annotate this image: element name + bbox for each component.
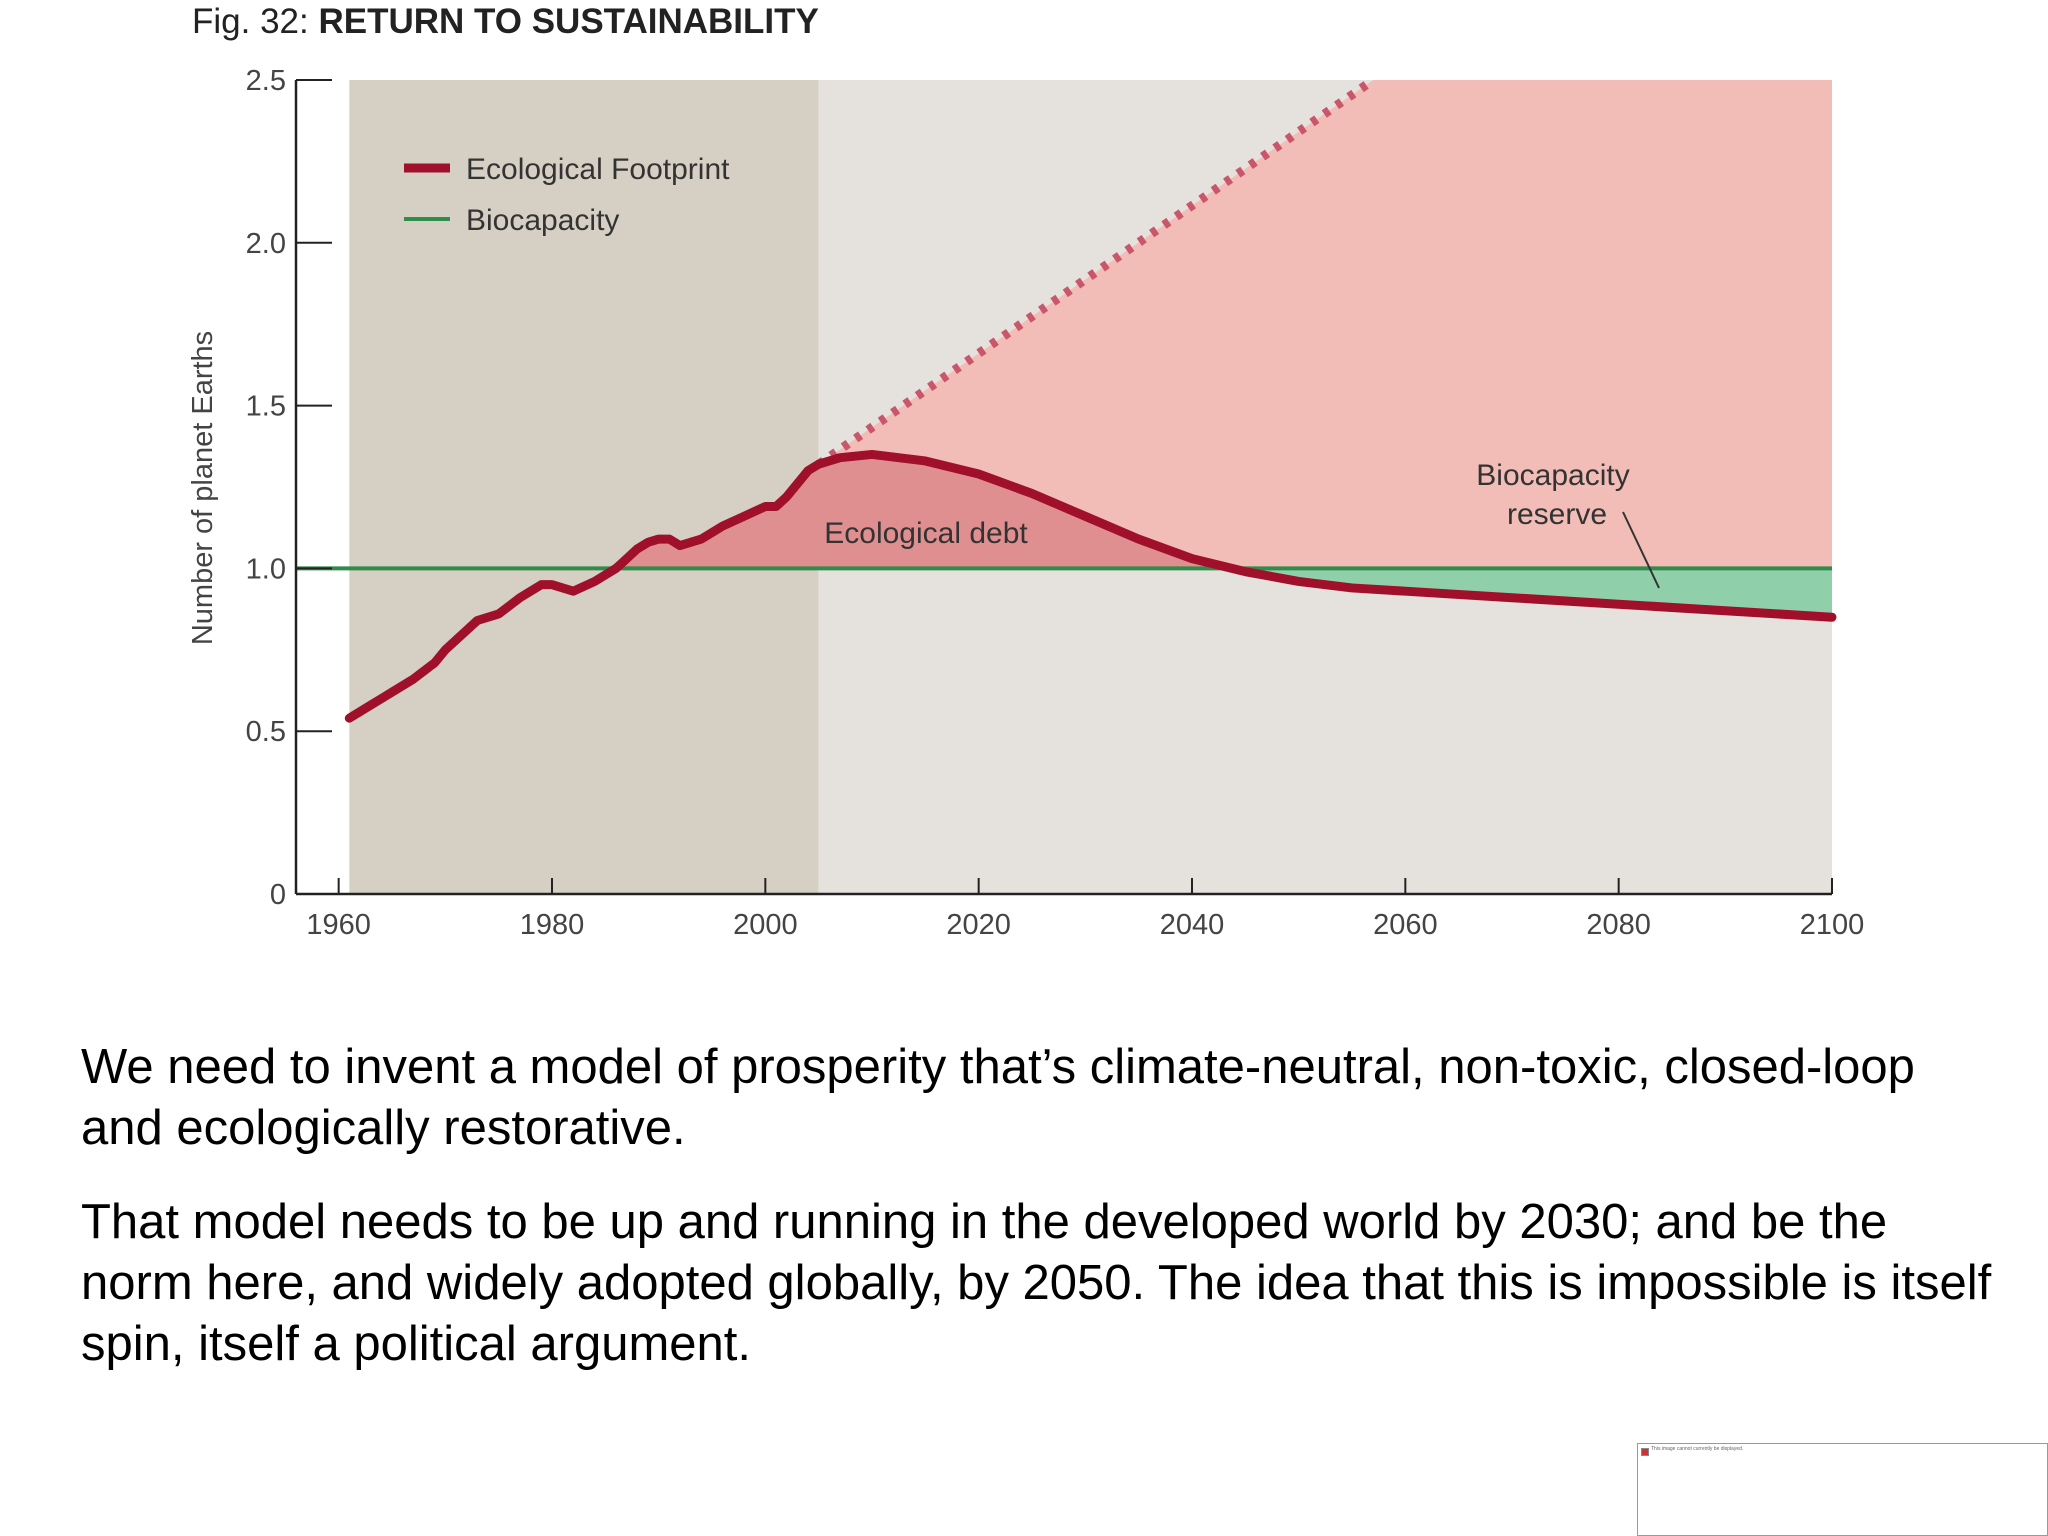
figure-title: Fig. 32: RETURN TO SUSTAINABILITY (192, 2, 819, 42)
x-tick-label: 1960 (306, 909, 371, 941)
legend-label-biocapacity: Biocapacity (466, 204, 619, 237)
x-tick-label: 2060 (1373, 909, 1438, 941)
annotation-reserve: reserve (1507, 498, 1607, 531)
broken-image-text: This image cannot currently be displayed… (1651, 1446, 1744, 1452)
annotation-ecological-debt: Ecological debt (824, 517, 1028, 550)
x-tick-label: 1980 (520, 909, 585, 941)
y-tick-label: 0.5 (246, 716, 286, 748)
series-lines (296, 76, 1837, 723)
annotation-reserve-pointer (1622, 511, 1660, 589)
y-tick-label: 1.5 (246, 391, 286, 423)
chart: 0 0.5 1.0 1.5 2.0 2.5 1960 1980 2000 2020 2040 2060… (187, 65, 1864, 941)
ecological-footprint-line (344, 449, 1837, 723)
y-tick-label: 2.5 (246, 65, 286, 97)
ecological-debt-fill (616, 454, 1232, 569)
legend: Ecological Footprint Biocapacity (404, 153, 730, 237)
y-axis-label: Number of planet Earths (187, 331, 219, 645)
shaded-region-1 (349, 80, 819, 894)
legend-label-footprint: Ecological Footprint (466, 153, 730, 186)
paragraph-1: We need to invent a model of prosperity … (81, 1040, 1915, 1155)
broken-image-placeholder: This image cannot currently be displayed… (1637, 1443, 2048, 1536)
x-tick-label: 2100 (1800, 909, 1865, 941)
broken-image-icon (1641, 1448, 1649, 1456)
projection-fill (818, 80, 1832, 569)
figure-title-text: RETURN TO SUSTAINABILITY (318, 2, 819, 41)
axes: 0 0.5 1.0 1.5 2.0 2.5 1960 1980 2000 2020 2040 2060… (187, 65, 1864, 941)
y-tick-label: 1.0 (246, 553, 286, 585)
annotations: Ecological debt Biocapacity reserve (824, 459, 1660, 589)
x-tick-label: 2000 (733, 909, 798, 941)
paragraph-2: That model needs to be up and running in… (81, 1195, 1992, 1371)
x-tick-label: 2020 (946, 909, 1011, 941)
x-tick-label: 2040 (1160, 909, 1225, 941)
annotation-biocapacity: Biocapacity (1476, 459, 1629, 492)
y-tick-label: 0 (270, 879, 286, 911)
figure-number: Fig. 32: (192, 2, 319, 41)
y-tick-label: 2.0 (246, 228, 286, 260)
x-tick-label: 2080 (1586, 909, 1651, 941)
